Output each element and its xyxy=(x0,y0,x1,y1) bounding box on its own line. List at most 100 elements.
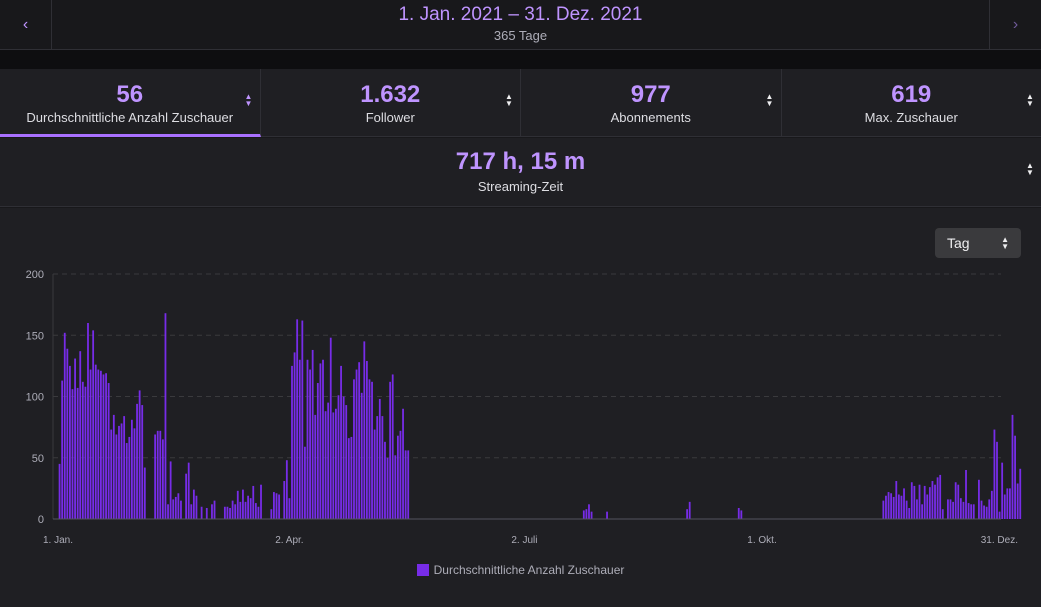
chart-bar xyxy=(125,443,128,519)
chart-bar xyxy=(180,500,182,520)
date-range-bar: ‹ 1. Jan. 2021 – 31. Dez. 2021 365 Tage … xyxy=(0,0,1041,50)
chart-bar xyxy=(79,351,82,519)
chart-bar xyxy=(394,455,397,519)
chart-bar xyxy=(143,467,146,519)
stat-label: Abonnements xyxy=(610,110,691,125)
chart-bar xyxy=(278,494,280,519)
chart-bar xyxy=(107,383,110,519)
sort-icon: ▲ ▼ xyxy=(505,92,513,108)
sort-icon: ▲ ▼ xyxy=(1026,92,1034,108)
chart-bar xyxy=(1014,435,1016,519)
chart-bar xyxy=(288,498,291,519)
chart-bar xyxy=(959,498,962,519)
chart-bar xyxy=(978,479,980,519)
stat-label: Streaming-Zeit xyxy=(477,179,564,194)
chart-bar xyxy=(363,341,366,520)
chart-bar xyxy=(588,504,590,519)
chart-bar xyxy=(737,507,740,519)
chart-bar xyxy=(118,425,120,519)
chart-bar xyxy=(910,482,913,519)
chart-bar xyxy=(314,414,317,520)
chart-bar xyxy=(965,470,967,519)
chart-bar xyxy=(115,434,118,519)
chart-bar xyxy=(947,499,949,519)
stat-card-max-viewers[interactable]: 619 Max. Zuschauer ▲ ▼ xyxy=(781,69,1041,137)
stat-card-subscriptions[interactable]: 977 Abonnements ▲ ▼ xyxy=(521,69,782,137)
chart-bar xyxy=(404,450,407,519)
chart-bar xyxy=(92,330,95,519)
chart-bar xyxy=(311,349,314,519)
chart-bar xyxy=(686,509,689,519)
x-tick-label: 2. Juli xyxy=(511,535,537,546)
chart-bar xyxy=(270,509,273,519)
chart-bar xyxy=(396,435,399,519)
chart-bar xyxy=(941,509,944,519)
chart-bar xyxy=(1019,468,1022,519)
prev-period-button[interactable]: ‹ xyxy=(0,0,52,49)
chart-bar xyxy=(928,487,931,519)
chart-bar xyxy=(913,485,916,519)
chart-bar xyxy=(355,369,358,519)
chart-bar xyxy=(319,363,322,519)
chart-bar xyxy=(169,461,172,519)
chart-bar xyxy=(954,482,957,519)
chart-bar xyxy=(332,412,335,519)
chart-bar xyxy=(229,507,231,519)
chart-bar xyxy=(61,380,64,519)
chart-bar xyxy=(345,405,348,519)
granularity-select[interactable]: Tag ▲ ▼ xyxy=(935,228,1021,258)
chart-bar xyxy=(291,365,293,520)
sort-icon: ▲ ▼ xyxy=(244,92,253,108)
date-range-title: 1. Jan. 2021 – 31. Dez. 2021 xyxy=(398,4,643,25)
chart-bar xyxy=(89,369,92,519)
chart-bar xyxy=(226,506,229,519)
chart-bar xyxy=(985,506,988,519)
chart-bar xyxy=(980,500,983,520)
chart-bar xyxy=(585,509,588,519)
chevron-right-icon: › xyxy=(1012,15,1019,33)
stat-value: 977 xyxy=(630,81,671,108)
chart-bar xyxy=(123,416,126,519)
chart-bar xyxy=(133,428,136,519)
chart-bar xyxy=(97,369,100,519)
stat-card-avg-viewers[interactable]: 56 Durchschnittliche Anzahl Zuschauer ▲ ▼ xyxy=(0,69,261,137)
chart-bar xyxy=(190,504,193,519)
viewers-bar-chart: 0 50 100 150 200 1. Jan. 2. Apr. 2. Juli 1. Okt.… xyxy=(26,269,1022,546)
chart-bar xyxy=(205,507,208,519)
stat-card-streaming-time[interactable]: 717 h, 15 m Streaming-Zeit ▲ ▼ xyxy=(0,138,1041,207)
chart-bar xyxy=(996,441,998,519)
chart-bar xyxy=(322,359,324,519)
chart-bar xyxy=(931,481,934,519)
chart-bar xyxy=(301,320,304,519)
stat-value: 717 h, 15 m xyxy=(455,148,586,175)
chart-bar xyxy=(360,392,363,519)
chart-bar xyxy=(347,438,350,519)
chart-bar xyxy=(970,504,973,519)
chart-bar xyxy=(231,500,234,520)
stats-row: 56 Durchschnittliche Anzahl Zuschauer ▲ ▼… xyxy=(0,69,1041,137)
chart-bar xyxy=(156,430,159,519)
chart-bar xyxy=(350,436,353,519)
chart-bar xyxy=(952,501,954,519)
chevron-up-down-icon: ▲ ▼ xyxy=(1001,235,1009,251)
chart-bar xyxy=(908,507,911,519)
x-tick-label: 1. Okt. xyxy=(747,535,776,546)
chart-bar xyxy=(1006,488,1009,520)
chart-bar xyxy=(972,504,975,519)
stat-card-followers[interactable]: 1.632 Follower ▲ ▼ xyxy=(260,69,521,137)
chart-bar xyxy=(340,365,342,520)
chart-bar xyxy=(58,463,61,520)
chart-bar xyxy=(273,492,275,519)
next-period-button[interactable]: › xyxy=(989,0,1041,49)
chart-bar xyxy=(130,419,133,519)
chart-bar xyxy=(402,408,404,519)
chart-bar xyxy=(247,495,249,519)
x-tick-label: 1. Jan. xyxy=(43,535,73,546)
chart-bar xyxy=(298,359,301,519)
chart-legend: Durchschnittliche Anzahl Zuschauer xyxy=(0,563,1041,577)
chart-bar xyxy=(887,492,890,519)
x-tick-label: 2. Apr. xyxy=(275,535,303,546)
chart-bar xyxy=(1001,462,1004,519)
chart-bar xyxy=(306,359,309,519)
chart-bar xyxy=(172,499,175,519)
